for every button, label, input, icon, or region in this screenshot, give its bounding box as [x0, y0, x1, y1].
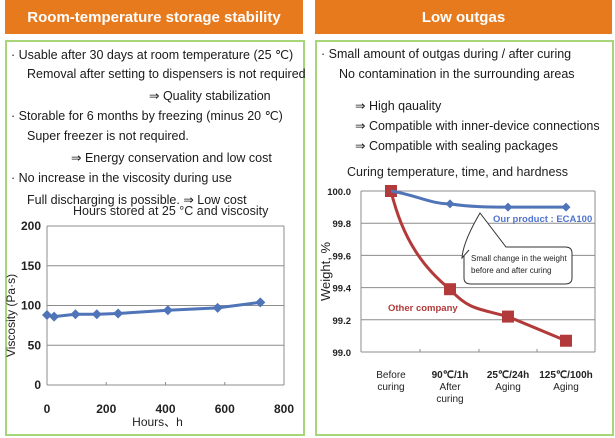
x-category-label: 25℃/24h [487, 370, 529, 381]
left-line: · Usable after 30 days at room temperatu… [11, 48, 294, 62]
left-line: · No increase in the viscosity during us… [11, 171, 232, 185]
left-line: ⇒ Energy conservation and low cost [71, 151, 272, 165]
y-tick-label: 50 [28, 338, 42, 352]
viscosity-chart-title: Hours stored at 25 °C and viscosity [73, 204, 269, 218]
series-line-our-product [390, 189, 566, 209]
viscosity-chart: 0 50 100 150 200 0 200 400 600 800 Hours、h Viscosit… [4, 219, 294, 429]
y-tick-label: 200 [21, 219, 41, 233]
data-point-our-product [561, 202, 571, 212]
right-line: · Small amount of outgas during / after … [321, 47, 572, 61]
data-point-our-product [445, 199, 455, 209]
series-label-other-company: Other company [388, 303, 458, 314]
left-header-title: Room-temperature storage stability [27, 8, 281, 26]
data-point [162, 305, 173, 316]
weight-chart: 99.0 99.2 99.4 99.6 99.8 100.0 Weight, % Before… [318, 185, 596, 405]
x-tick-label: 600 [215, 402, 235, 416]
y-tick-label: 99.0 [333, 348, 352, 359]
y-tick-label: 99.8 [333, 219, 352, 230]
left-line: · Storable for 6 months by freezing (min… [11, 109, 283, 123]
data-point-other-company [560, 334, 572, 347]
left-line: Full discharging is possible. ⇒ Low cost [27, 193, 247, 207]
x-tick-label: 800 [274, 402, 294, 416]
callout-box [461, 212, 573, 285]
y-tick-label: 100.0 [327, 187, 351, 198]
x-axis-label: Hours、h [132, 415, 183, 429]
left-header: Room-temperature storage stability [5, 0, 303, 34]
y-tick-label: 150 [21, 259, 41, 273]
x-tick-label: 200 [96, 402, 116, 416]
left-line: Removal after setting to dispensers is n… [27, 67, 306, 81]
x-category-label: curing [436, 394, 463, 405]
y-axis-label: Viscosity (Pa·s) [4, 274, 18, 357]
data-point [91, 309, 102, 320]
right-line: No contamination in the surrounding area… [339, 67, 575, 81]
data-point [70, 309, 81, 320]
data-point-other-company [502, 310, 514, 323]
data-point [212, 302, 223, 313]
right-line: ⇒ Compatible with inner-device connectio… [355, 119, 600, 133]
y-tick-label: 100 [21, 299, 41, 313]
x-category-label: After [439, 382, 461, 393]
y-tick-label: 0 [34, 378, 41, 392]
x-tick-label: 400 [155, 402, 175, 416]
x-category-label: curing [377, 382, 404, 393]
x-category-label: Aging [553, 382, 579, 393]
y-tick-label: 99.4 [333, 284, 352, 295]
callout-text: before and after curing [471, 266, 552, 275]
data-point-our-product [503, 202, 513, 212]
x-category-label: 125℃/100h [539, 370, 593, 381]
data-point-other-company [444, 283, 456, 296]
x-tick-label: 0 [44, 402, 51, 416]
right-header: Low outgas [315, 0, 612, 34]
x-category-label: 90℃/1h [432, 370, 469, 381]
right-header-title: Low outgas [421, 8, 506, 26]
left-line: Super freezer is not required. [27, 129, 189, 143]
callout-text: Small change in the weight [471, 254, 567, 263]
right-line: ⇒ High qauality [355, 99, 442, 113]
series-label-our-product: Our product : ECA100 [493, 214, 592, 225]
data-point [113, 308, 124, 319]
x-category-label: Aging [495, 382, 521, 393]
data-point [49, 311, 60, 322]
right-line: ⇒ Compatible with sealing packages [355, 139, 558, 153]
y-tick-label: 99.2 [333, 316, 352, 327]
weight-chart-title: Curing temperature, time, and hardness [347, 165, 568, 179]
x-category-label: Before [376, 370, 406, 381]
left-panel: · Usable after 30 days at room temperatu… [5, 40, 306, 436]
data-point [255, 297, 266, 308]
y-tick-label: 99.6 [333, 251, 352, 262]
right-panel: · Small amount of outgas during / after … [315, 40, 614, 436]
left-line: ⇒ Quality stabilization [149, 89, 271, 103]
data-point [42, 310, 52, 321]
y-axis-label: Weight, % [318, 242, 333, 301]
